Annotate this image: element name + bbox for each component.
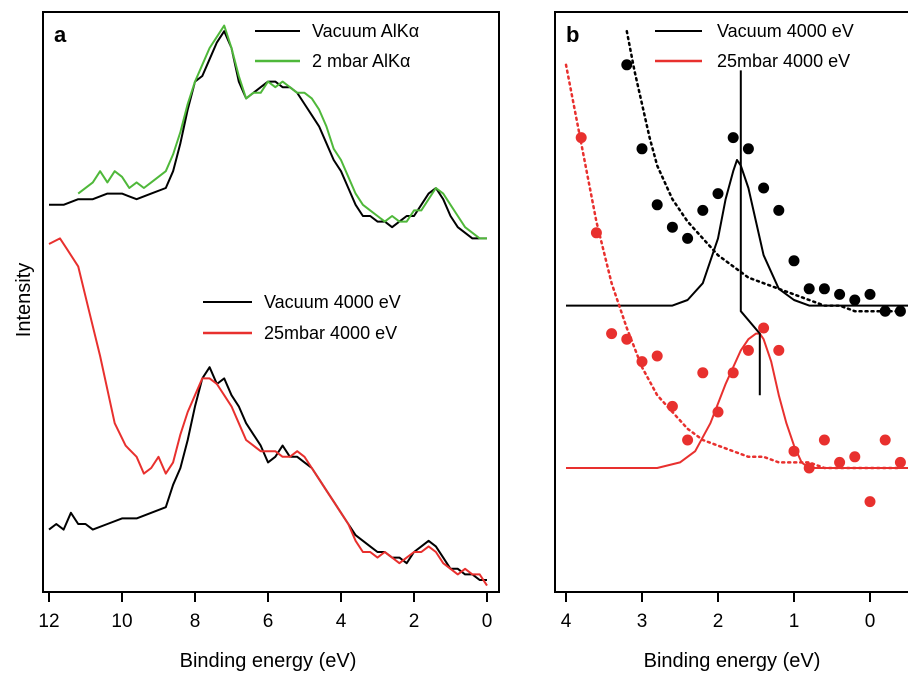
data-point — [742, 143, 754, 155]
data-point — [773, 344, 785, 356]
panel-b-x-ticks: 4 3 2 1 0 — [561, 592, 876, 632]
x-tick-label: 0 — [482, 611, 493, 632]
series-peak-marker-line — [739, 70, 761, 396]
data-point — [606, 328, 618, 340]
x-tick-label: 2 — [713, 611, 724, 632]
data-point — [651, 350, 663, 362]
data-point — [727, 132, 739, 144]
panel-b-frame — [554, 11, 908, 593]
data-point — [682, 434, 694, 446]
data-point — [666, 221, 678, 233]
series-25mbar-4000-ev-background-line — [564, 63, 902, 470]
x-tick-label: 10 — [111, 611, 132, 632]
series-vacuum-4000-ev-background-line — [625, 29, 902, 313]
legend-label-vacuum-4000: Vacuum 4000 eV — [264, 292, 401, 312]
x-tick-label: 12 — [38, 611, 59, 632]
data-point — [849, 294, 861, 306]
data-point — [697, 367, 709, 379]
data-point — [803, 283, 815, 295]
legend-a-bottom: Vacuum 4000 eV 25mbar 4000 eV — [203, 292, 401, 343]
legend-label-2mbar-alka: 2 mbar AlKα — [312, 51, 410, 71]
panel-b-label: b — [566, 22, 579, 47]
data-point — [697, 204, 709, 216]
data-point — [636, 143, 648, 155]
data-point — [621, 59, 633, 71]
series-vacuum-4000-ev-line — [48, 366, 487, 581]
panel-a-frame — [42, 11, 500, 593]
legend-label-vacuum-alka: Vacuum AlKα — [312, 21, 419, 41]
data-point — [818, 434, 830, 446]
x-tick-label: 0 — [865, 611, 876, 632]
data-point — [818, 283, 830, 295]
panel-a-label: a — [54, 22, 67, 47]
series-25mbar-4000-ev-line — [48, 237, 488, 587]
data-point — [879, 434, 891, 446]
panel-a-x-ticks: 12 10 8 6 4 2 0 — [38, 592, 492, 632]
legend-label-b-25mbar-4000: 25mbar 4000 eV — [717, 51, 850, 71]
panel-a-y-axis-title: Intensity — [13, 263, 35, 337]
x-tick-label: 6 — [263, 611, 274, 632]
data-point — [894, 456, 906, 468]
panel-b-x-axis-title: Binding energy (eV) — [644, 650, 821, 672]
series-vacuum-4000-ev-points — [621, 59, 906, 317]
x-tick-label: 3 — [637, 611, 648, 632]
data-point — [773, 204, 785, 216]
data-point — [849, 451, 861, 463]
legend-b: Vacuum 4000 eV 25mbar 4000 eV — [655, 21, 854, 71]
data-point — [788, 255, 800, 267]
data-point — [758, 322, 770, 334]
data-point — [834, 456, 846, 468]
data-point — [636, 356, 648, 368]
x-tick-label: 4 — [561, 611, 572, 632]
panel-a-series — [48, 24, 488, 587]
data-point — [834, 288, 846, 300]
series-2-mbar-alk-line — [77, 24, 487, 240]
x-tick-label: 1 — [789, 611, 800, 632]
series-vacuum-4000-ev-fit-line — [566, 159, 908, 307]
legend-label-b-vacuum-4000: Vacuum 4000 eV — [717, 21, 854, 41]
panel-a-x-axis-title: Binding energy (eV) — [180, 650, 357, 672]
data-point — [758, 182, 770, 194]
legend-a-top: Vacuum AlKα 2 mbar AlKα — [255, 21, 419, 71]
series-25mbar-4000-ev-fit-line — [566, 332, 908, 469]
data-point — [682, 232, 694, 244]
data-point — [864, 288, 876, 300]
x-tick-label: 4 — [336, 611, 347, 632]
panel-b-series — [564, 29, 908, 508]
x-tick-label: 2 — [409, 611, 420, 632]
data-point — [894, 305, 906, 317]
series-vacuum-alk-line — [49, 30, 487, 240]
data-point — [621, 333, 633, 345]
panel-b: b 4 3 2 1 0 Vacuum 4000 eV 25mbar 4000 eV Bi… — [554, 11, 908, 672]
data-point — [651, 199, 663, 211]
x-tick-label: 8 — [190, 611, 201, 632]
data-point — [742, 344, 754, 356]
data-point — [864, 496, 876, 508]
legend-label-25mbar-4000: 25mbar 4000 eV — [264, 323, 397, 343]
panel-a: a 12 10 8 6 4 2 0 Vacuum AlKα 2 mbar AlKα Vacu… — [13, 11, 500, 672]
data-point — [712, 188, 724, 200]
